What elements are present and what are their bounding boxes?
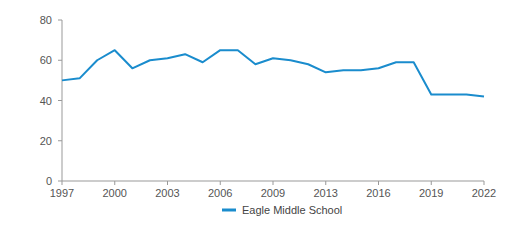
x-tick-label: 2019 — [419, 187, 443, 199]
series-line — [62, 50, 484, 96]
y-tick — [58, 181, 62, 182]
legend-label: Eagle Middle School — [242, 204, 342, 216]
x-tick-label: 1997 — [50, 187, 74, 199]
x-tick — [62, 181, 63, 185]
y-axis — [62, 20, 63, 181]
y-tick — [58, 60, 62, 61]
y-tick-label: 60 — [40, 54, 52, 66]
x-tick — [273, 181, 274, 185]
y-tick — [58, 100, 62, 101]
chart: 0 20 40 60 80 1997 2000 2003 2006 2009 2013 2016 201… — [0, 0, 524, 230]
x-tick — [220, 181, 221, 185]
y-tick-label: 0 — [46, 175, 52, 187]
x-tick — [114, 181, 115, 185]
y-tick — [58, 140, 62, 141]
plot-area — [62, 50, 484, 96]
y-tick — [58, 20, 62, 21]
x-tick-label: 2000 — [103, 187, 127, 199]
y-tick-label: 80 — [40, 14, 52, 26]
y-tick-label: 40 — [40, 95, 52, 107]
x-tick — [167, 181, 168, 185]
x-tick-label: 2013 — [314, 187, 338, 199]
x-tick-label: 2006 — [208, 187, 232, 199]
x-tick-label: 2016 — [366, 187, 390, 199]
x-tick — [325, 181, 326, 185]
x-tick — [431, 181, 432, 185]
y-tick-label: 20 — [40, 135, 52, 147]
x-tick-label: 2003 — [155, 187, 179, 199]
x-tick-label: 2009 — [261, 187, 285, 199]
legend-swatch — [222, 209, 236, 212]
x-tick-label: 2022 — [472, 187, 496, 199]
x-tick — [378, 181, 379, 185]
x-tick — [484, 181, 485, 185]
